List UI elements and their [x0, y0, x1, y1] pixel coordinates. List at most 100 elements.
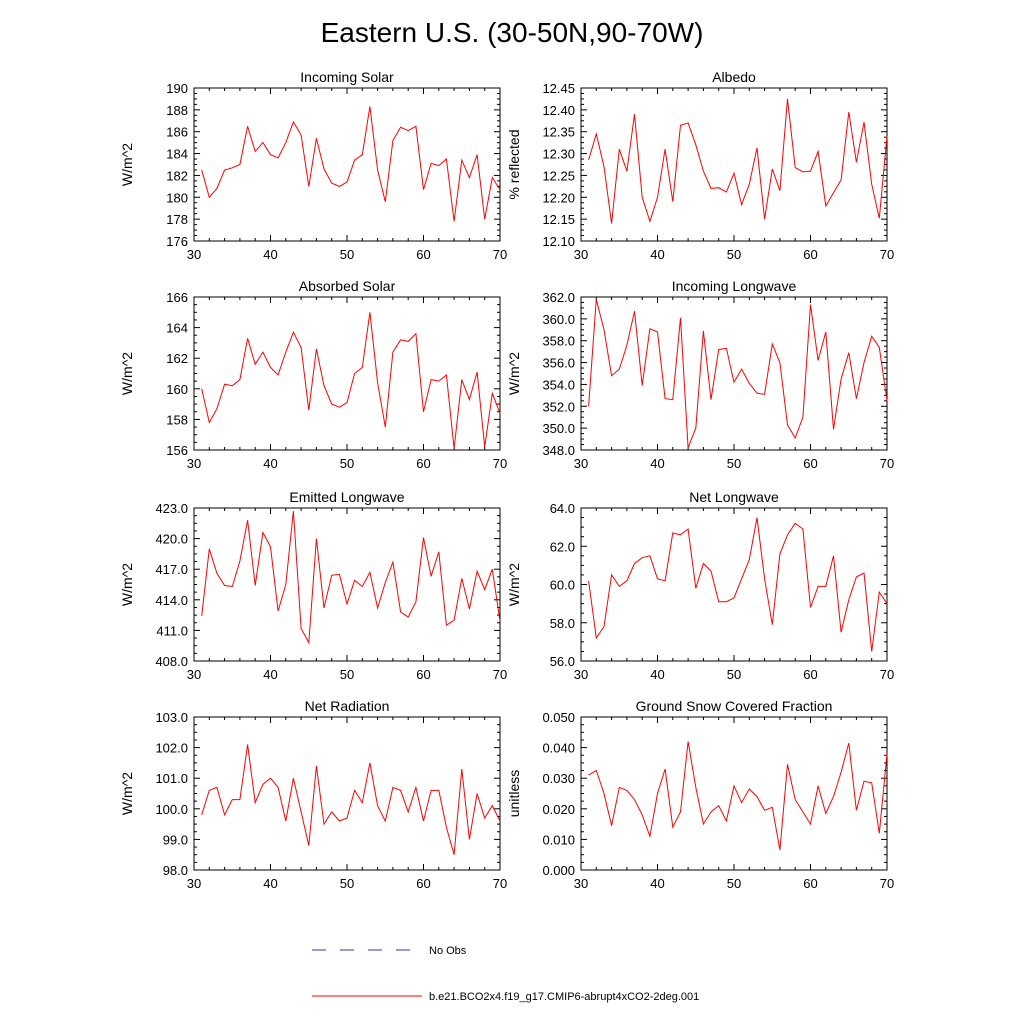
y-axis-label: W/m^2 — [119, 772, 135, 815]
y-tick-label: 0.030 — [542, 771, 575, 786]
model-series-line — [201, 312, 501, 449]
y-tick-label: 12.20 — [542, 190, 575, 205]
y-axis-label: W/m^2 — [506, 563, 522, 606]
y-tick-label: 100.0 — [155, 802, 188, 817]
y-tick-label: 190 — [166, 81, 188, 96]
panel-3: Absorbed Solar W/m^2 30 40 50 60 70 156 158 160 16… — [119, 278, 507, 471]
y-tick-label: 58.0 — [550, 616, 575, 631]
y-tick-label: 12.30 — [542, 147, 575, 162]
y-tick-label: 360.0 — [542, 312, 575, 327]
y-tick-label: 176 — [166, 234, 188, 249]
y-axis-label: W/m^2 — [119, 143, 135, 186]
x-tick-label: 30 — [574, 876, 588, 891]
y-tick-label: 350.0 — [542, 421, 575, 436]
plot-frame — [193, 296, 501, 451]
x-tick-label: 50 — [340, 876, 354, 891]
y-tick-label: 98.0 — [163, 863, 188, 878]
panel-title: Emitted Longwave — [289, 489, 404, 505]
panel-title: Incoming Solar — [300, 69, 394, 85]
y-tick-label: 12.40 — [542, 103, 575, 118]
x-tick-label: 70 — [493, 247, 507, 262]
y-tick-label: 0.040 — [542, 741, 575, 756]
y-axis-label: % reflected — [506, 129, 522, 199]
model-series-line — [201, 511, 501, 645]
x-tick-label: 50 — [727, 456, 741, 471]
x-tick-label: 50 — [727, 667, 741, 682]
model-series-line — [201, 106, 501, 222]
panel-6: Net Longwave W/m^2 30 40 50 60 70 56.0 58.0 60.0 6… — [506, 489, 894, 682]
x-tick-label: 60 — [803, 247, 817, 262]
x-tick-label: 30 — [187, 667, 201, 682]
y-tick-label: 12.15 — [542, 212, 575, 227]
y-tick-label: 160 — [166, 382, 188, 397]
y-tick-label: 60.0 — [550, 578, 575, 593]
model-series-line — [588, 741, 888, 851]
y-tick-label: 358.0 — [542, 334, 575, 349]
y-tick-label: 101.0 — [155, 771, 188, 786]
y-tick-label: 62.0 — [550, 539, 575, 554]
x-tick-label: 60 — [803, 876, 817, 891]
panel-2: Albedo % reflected 30 40 50 60 70 12.10 12.15 12.… — [506, 69, 894, 262]
panel-title: Albedo — [712, 69, 756, 85]
panels: Incoming Solar W/m^2 30 40 50 60 70 176 178 180 18… — [119, 69, 894, 891]
y-tick-label: 12.45 — [542, 81, 575, 96]
panel-5: Emitted Longwave W/m^2 30 40 50 60 70 408.0 411.… — [119, 489, 507, 682]
x-tick-label: 60 — [803, 667, 817, 682]
panel-title: Ground Snow Covered Fraction — [636, 698, 833, 714]
x-tick-label: 40 — [263, 667, 277, 682]
y-tick-label: 166 — [166, 290, 188, 305]
y-axis-label: W/m^2 — [506, 352, 522, 395]
y-tick-label: 186 — [166, 125, 188, 140]
x-tick-label: 60 — [416, 456, 430, 471]
y-tick-label: 12.10 — [542, 234, 575, 249]
y-tick-label: 103.0 — [155, 710, 188, 725]
model-series-line — [201, 744, 501, 855]
y-tick-label: 423.0 — [155, 501, 188, 516]
panel-8: Ground Snow Covered Fraction unitless 30 40… — [506, 698, 894, 891]
x-tick-label: 40 — [650, 247, 664, 262]
x-tick-label: 30 — [187, 456, 201, 471]
panel-title: Net Longwave — [689, 489, 779, 505]
legend-obs-label: No Obs — [429, 945, 467, 957]
x-tick-label: 70 — [493, 876, 507, 891]
y-tick-label: 420.0 — [155, 532, 188, 547]
legend: No Obs b.e21.BCO2x4.f19_g17.CMIP6-abrupt… — [312, 945, 699, 1003]
x-tick-label: 60 — [803, 456, 817, 471]
model-series-line — [588, 517, 888, 652]
y-tick-label: 164 — [166, 321, 188, 336]
x-tick-label: 60 — [416, 667, 430, 682]
x-tick-label: 30 — [187, 247, 201, 262]
y-axis-label: W/m^2 — [119, 563, 135, 606]
x-tick-label: 70 — [880, 667, 894, 682]
x-tick-label: 40 — [650, 456, 664, 471]
y-tick-label: 348.0 — [542, 443, 575, 458]
plot-frame — [580, 507, 888, 662]
plot-frame — [193, 507, 501, 662]
y-tick-label: 354.0 — [542, 377, 575, 392]
y-tick-label: 56.0 — [550, 654, 575, 669]
model-series-line — [588, 299, 888, 448]
x-tick-label: 50 — [340, 667, 354, 682]
plot-frame — [580, 296, 888, 451]
x-tick-label: 30 — [574, 667, 588, 682]
y-tick-label: 12.25 — [542, 168, 575, 183]
x-tick-label: 70 — [880, 247, 894, 262]
figure-title: Eastern U.S. (30-50N,90-70W) — [321, 17, 704, 48]
x-tick-label: 30 — [574, 456, 588, 471]
plot-frame — [580, 716, 888, 871]
x-tick-label: 30 — [187, 876, 201, 891]
x-tick-label: 50 — [340, 247, 354, 262]
x-tick-label: 50 — [727, 247, 741, 262]
y-tick-label: 362.0 — [542, 290, 575, 305]
panel-title: Incoming Longwave — [672, 278, 797, 294]
y-tick-label: 64.0 — [550, 501, 575, 516]
y-tick-label: 156 — [166, 443, 188, 458]
y-tick-label: 182 — [166, 168, 188, 183]
y-axis-label: unitless — [506, 770, 522, 817]
y-tick-label: 356.0 — [542, 356, 575, 371]
panel-title: Net Radiation — [305, 698, 390, 714]
y-tick-label: 184 — [166, 147, 188, 162]
panel-4: Incoming Longwave W/m^2 30 40 50 60 70 348.0 350… — [506, 278, 894, 471]
y-axis-label: W/m^2 — [119, 352, 135, 395]
